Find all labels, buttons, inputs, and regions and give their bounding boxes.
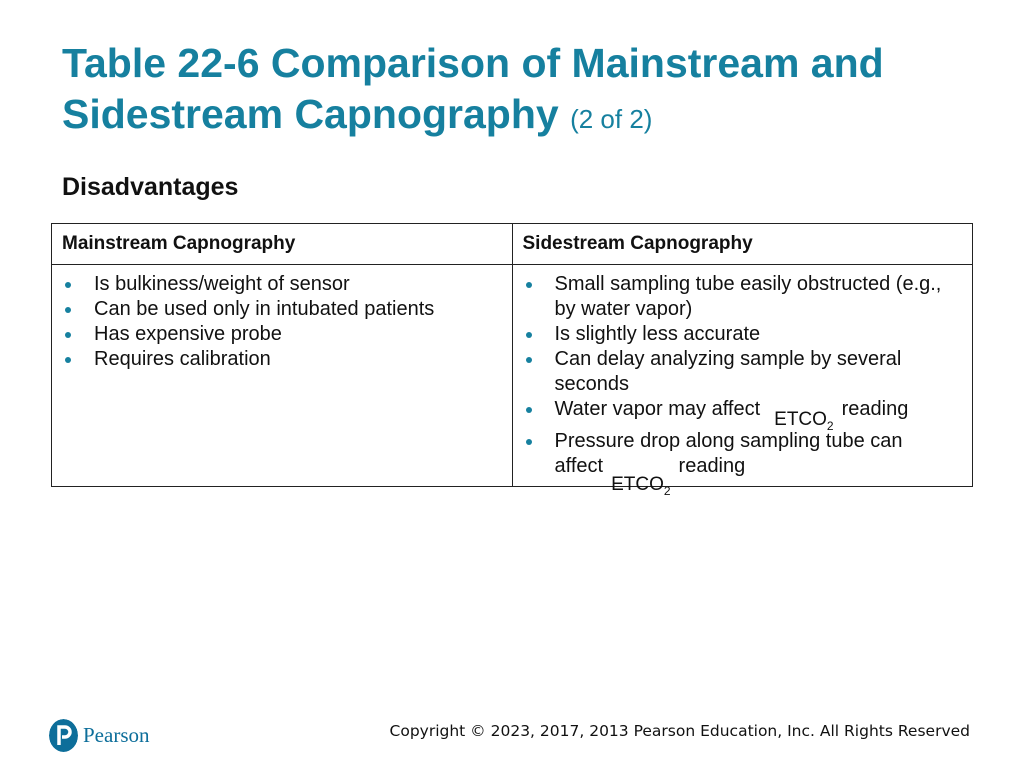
bullet-item: Water vapor may affectETCO2reading: [544, 397, 963, 433]
item-text: Has expensive probe: [94, 323, 282, 345]
logo-text: Pearson: [83, 723, 150, 747]
bullet-item: Is slightly less accurate: [544, 322, 963, 347]
item-text: Is slightly less accurate: [554, 323, 761, 345]
item-text: Small sampling tube easily obstructed (e…: [554, 273, 942, 320]
header-row: Mainstream Capnography Sidestream Capnogr…: [51, 223, 973, 265]
copyright: Copyright © 2023, 2017, 2013 Pearson Edu…: [389, 722, 970, 740]
item-text: Pressure drop along sampling tube can af…: [554, 429, 903, 477]
item-text: Can be used only in intubated patients: [94, 298, 435, 320]
title-part: (2 of 2): [570, 104, 653, 134]
title: Table 22-6 Comparison of Mainstream and …: [62, 38, 962, 145]
item-text: Is bulkiness/weight of sensor: [94, 273, 350, 295]
item-text-after: reading: [841, 398, 909, 420]
logo: Pearson: [49, 719, 150, 752]
bullet-item: Has expensive probe: [83, 322, 502, 347]
column-header: Sidestream Capnography: [511, 223, 973, 265]
bullet-list: Is bulkiness/weight of sensor Can be used…: [62, 272, 502, 372]
comparison-table: Mainstream Capnography Sidestream Capnogr…: [51, 223, 973, 498]
item-text: Can delay analyzing sample by several se…: [554, 348, 902, 395]
body-row: Is bulkiness/weight of sensor Can be used…: [51, 264, 973, 498]
table-cell: Small sampling tube easily obstructed (e…: [511, 264, 973, 498]
formula-subscript: 2: [663, 483, 671, 498]
section-heading: Disadvantages: [62, 173, 239, 201]
column-header: Mainstream Capnography: [51, 223, 513, 265]
bullet-item: Can delay analyzing sample by several se…: [544, 347, 963, 397]
bullet-item: Can be used only in intubated patients: [83, 297, 502, 322]
title-text: Table 22-6 Comparison of Mainstream and …: [62, 40, 884, 137]
bullet-item: Requires calibration: [83, 347, 502, 372]
formula: ETCO2: [603, 473, 678, 498]
bullet-item: Small sampling tube easily obstructed (e…: [544, 272, 963, 322]
bullet-item: Pressure drop along sampling tube can af…: [544, 429, 963, 498]
item-text: Requires calibration: [94, 348, 271, 370]
bullet-list: Small sampling tube easily obstructed (e…: [523, 272, 963, 498]
formula-base: ETCO: [611, 473, 664, 495]
item-text: Water vapor may affect: [554, 398, 761, 420]
item-text-after: reading: [678, 454, 746, 477]
formula-base: ETCO: [774, 409, 827, 430]
formula: ETCO2: [760, 409, 841, 433]
bullet-item: Is bulkiness/weight of sensor: [83, 272, 502, 297]
formula-subscript: 2: [826, 418, 834, 433]
table-cell: Is bulkiness/weight of sensor Can be used…: [51, 264, 513, 487]
logo-mark: [49, 719, 78, 752]
